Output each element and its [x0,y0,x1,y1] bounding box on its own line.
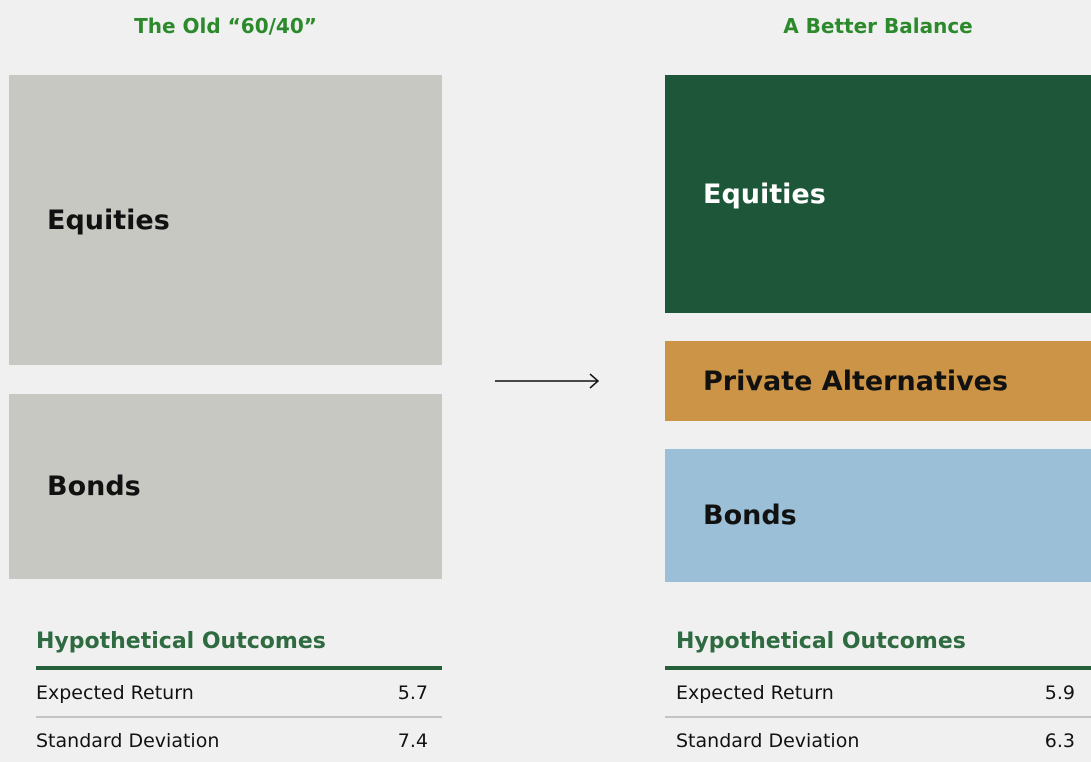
row-label: Expected Return [676,682,834,704]
row-rule [665,716,1091,718]
table-header: Hypothetical Outcomes [36,629,326,654]
arrow [495,373,600,389]
allocation-block: Equities [665,75,1091,313]
allocation-block: Equities [9,75,442,365]
row-label: Standard Deviation [676,730,860,752]
row-value: 7.4 [397,730,428,752]
panel-title: A Better Balance [783,14,973,38]
header-rule [36,666,442,670]
allocation-block: Bonds [665,449,1091,582]
row-label: Expected Return [36,682,194,704]
panel-title: The Old “60/40” [134,14,317,38]
row-value: 5.9 [1044,682,1075,704]
row-value: 5.7 [397,682,428,704]
row-value: 6.3 [1044,730,1075,752]
row-rule [36,716,442,718]
allocation-block: Private Alternatives [665,341,1091,421]
row-label: Standard Deviation [36,730,220,752]
table-header: Hypothetical Outcomes [676,629,966,654]
header-rule [665,666,1091,670]
allocation-block: Bonds [9,394,442,579]
